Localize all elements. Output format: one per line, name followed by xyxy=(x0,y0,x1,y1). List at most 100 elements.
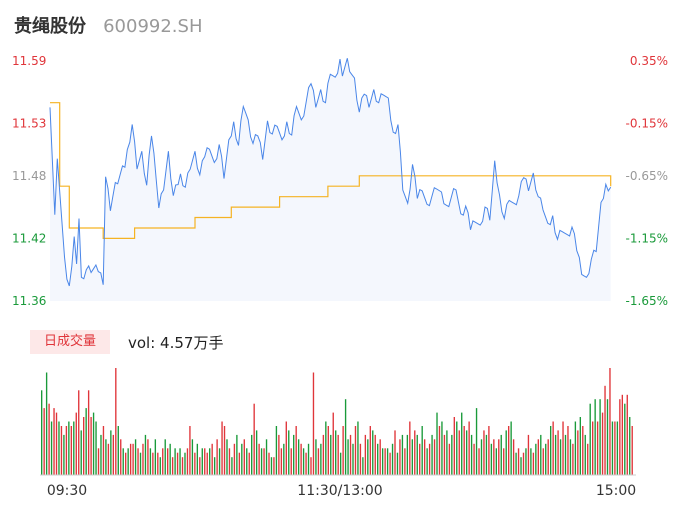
volume-bar xyxy=(559,439,562,475)
volume-bar xyxy=(567,426,569,475)
volume-bar xyxy=(110,430,112,475)
volume-bar xyxy=(204,448,206,476)
volume-bar xyxy=(473,443,475,475)
volume-bar xyxy=(423,439,426,475)
volume-bar xyxy=(537,439,539,475)
volume-bar xyxy=(582,426,584,475)
volume-bar xyxy=(293,434,295,475)
volume-bar xyxy=(95,421,97,475)
volume-bar xyxy=(527,434,530,475)
volume-bar xyxy=(233,443,236,475)
volume-bar xyxy=(236,434,238,475)
volume-bars xyxy=(41,368,633,476)
volume-bar xyxy=(223,426,226,475)
volume-bar xyxy=(480,439,483,475)
volume-bar xyxy=(179,448,181,476)
volume-bar xyxy=(105,439,107,475)
volume-bar xyxy=(60,426,63,475)
volume-bar xyxy=(50,421,53,475)
volume-bar xyxy=(468,421,470,475)
volume-bar xyxy=(231,457,233,475)
volume-bar xyxy=(354,426,357,475)
volume-bar xyxy=(176,452,179,475)
volume-bar xyxy=(589,403,591,475)
volume-bar xyxy=(520,457,522,475)
volume-bar xyxy=(48,403,50,475)
volume-bar xyxy=(228,448,231,476)
volume-bar xyxy=(458,430,460,475)
volume-bar xyxy=(579,417,581,475)
volume-bar xyxy=(478,448,480,476)
volume-bar xyxy=(320,443,322,475)
volume-bar xyxy=(349,434,352,475)
volume-bar xyxy=(199,457,201,475)
volume-bar xyxy=(601,412,604,475)
volume-bar xyxy=(542,448,544,476)
volume-bar xyxy=(416,434,418,475)
volume-bar xyxy=(451,434,453,475)
volume-bar xyxy=(171,457,174,475)
volume-bar xyxy=(147,439,149,475)
volume-bar xyxy=(295,426,297,475)
volume-bar xyxy=(278,434,280,475)
percent-tick-label: 0.35% xyxy=(630,54,668,68)
volume-bar xyxy=(209,448,211,476)
volume-bar xyxy=(507,426,510,475)
volume-bar xyxy=(493,439,495,475)
volume-bar xyxy=(258,443,260,475)
volume-bar xyxy=(495,448,497,476)
volume-bar xyxy=(280,448,283,476)
price-tick-label: 11.53 xyxy=(12,117,46,131)
volume-bar xyxy=(275,426,278,475)
volume-bar xyxy=(631,426,633,475)
volume-bar xyxy=(174,448,176,476)
volume-bar xyxy=(149,448,152,476)
daily-volume-badge[interactable]: 日成交量 xyxy=(30,330,110,354)
volume-bar xyxy=(327,426,329,475)
volume-bar xyxy=(184,452,186,475)
volume-bar xyxy=(401,434,404,475)
volume-bar xyxy=(461,412,463,475)
volume-bar xyxy=(431,434,433,475)
volume-bar xyxy=(325,421,327,475)
percent-tick-label: -0.65% xyxy=(626,169,668,183)
volume-bar xyxy=(584,434,586,475)
volume-bar xyxy=(273,457,275,475)
volume-bar xyxy=(70,426,73,475)
volume-bar xyxy=(614,421,616,475)
volume-bar xyxy=(157,452,159,475)
volume-bar xyxy=(525,448,527,476)
volume-bar xyxy=(78,390,80,475)
volume-bar xyxy=(297,439,300,475)
volume-bar xyxy=(587,443,589,475)
volume-bar xyxy=(626,394,628,476)
volume-bar xyxy=(337,434,339,475)
volume-bar xyxy=(372,430,374,475)
percent-tick-label: -1.65% xyxy=(626,294,668,308)
volume-bar xyxy=(404,448,406,476)
volume-bar xyxy=(369,426,371,475)
volume-bar xyxy=(139,452,142,475)
volume-bar xyxy=(45,372,48,475)
volume-bar xyxy=(213,457,216,475)
volume-bar xyxy=(58,421,60,475)
volume-bar xyxy=(426,448,428,476)
volume-bar xyxy=(364,434,367,475)
volume-bar xyxy=(335,430,337,475)
volume-bar xyxy=(394,430,396,475)
volume-bar xyxy=(305,452,307,475)
volume-bar xyxy=(488,426,490,475)
volume-bar xyxy=(557,430,559,475)
volume-bar xyxy=(549,426,552,475)
volume-bar xyxy=(465,430,468,475)
price-tick-label: 11.48 xyxy=(12,169,46,183)
volume-bar xyxy=(238,452,241,475)
volume-bar xyxy=(604,385,606,475)
volume-bar xyxy=(374,434,376,475)
volume-bar xyxy=(97,448,100,476)
volume-bar xyxy=(554,434,557,475)
volume-bar xyxy=(532,452,535,475)
volume-bar xyxy=(302,448,305,476)
volume-bar xyxy=(263,448,265,476)
